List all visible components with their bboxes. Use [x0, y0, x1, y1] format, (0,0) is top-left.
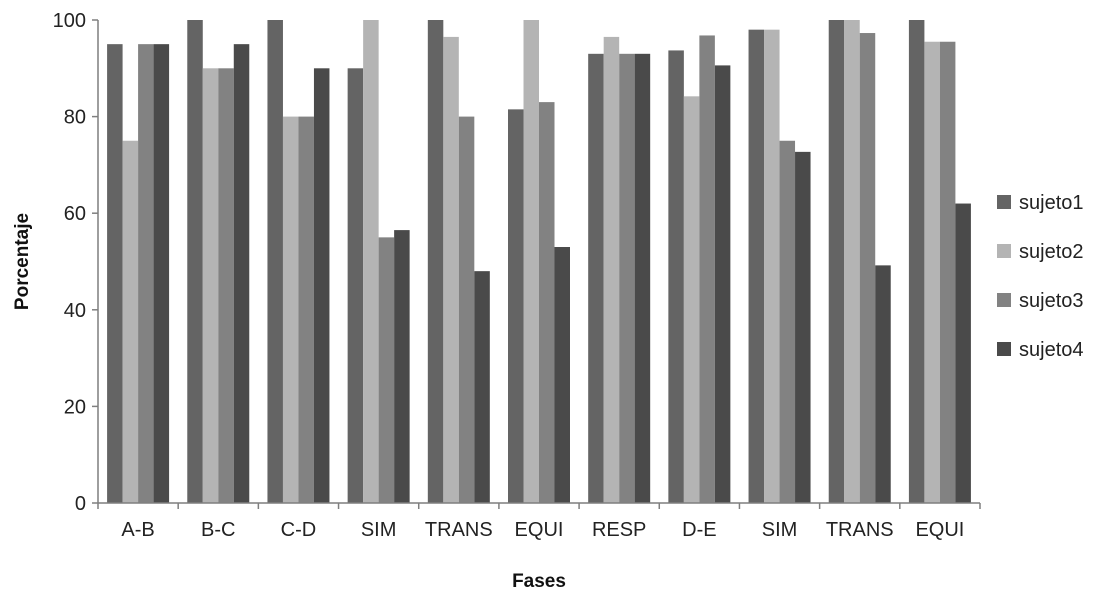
legend-swatch-sujeto2: [997, 244, 1011, 258]
legend-swatch-sujeto4: [997, 342, 1011, 356]
bar-sujeto3: [218, 68, 234, 504]
bar-sujeto2: [844, 20, 860, 503]
bar-sujeto4: [714, 65, 731, 503]
bar-sujeto1: [588, 53, 604, 504]
bar-sujeto3: [779, 140, 796, 503]
legend-label: sujeto1: [1019, 192, 1084, 214]
y-axis-title: Porcentaje: [12, 213, 33, 310]
bar-sujeto3: [539, 102, 555, 504]
bar-sujeto3: [378, 237, 395, 503]
x-tick-label: TRANS: [826, 519, 894, 541]
bar-sujeto3: [619, 53, 635, 504]
bar-sujeto3: [458, 116, 475, 503]
bar-sujeto1: [828, 20, 845, 503]
bar-sujeto4: [313, 68, 330, 504]
legend-swatch-sujeto1: [997, 195, 1011, 209]
axes-group: [97, 20, 980, 504]
y-tick-label: 0: [75, 493, 86, 515]
x-tick-label: EQUI: [515, 519, 564, 541]
bar-sujeto2: [764, 29, 780, 503]
x-tick-label: SIM: [762, 519, 798, 541]
y-tick-label: 20: [64, 396, 86, 418]
x-tick-label: C-D: [281, 519, 317, 541]
bar-sujeto2: [363, 20, 379, 503]
x-tick-label: RESP: [592, 519, 646, 541]
x-ticks-group: A-B B-C C-D SIM TRANS EQUI RESP D-E SIM TRANS EQUI: [97, 503, 981, 541]
bar-sujeto1: [427, 20, 444, 503]
bar-sujeto4: [634, 53, 651, 504]
bar-sujeto1: [347, 68, 364, 504]
x-tick-label: TRANS: [425, 519, 493, 541]
legend-label: sujeto4: [1019, 339, 1084, 361]
y-tick-label: 60: [64, 203, 86, 225]
bars-group: [107, 20, 971, 504]
bar-sujeto2: [523, 20, 539, 503]
x-axis-title: Fases: [512, 571, 566, 592]
bar-sujeto2: [603, 36, 620, 503]
bar-sujeto1: [187, 20, 203, 503]
bar-sujeto1: [908, 20, 925, 503]
bar-sujeto1: [668, 50, 684, 503]
bar-sujeto2: [924, 41, 940, 504]
bar-sujeto4: [554, 247, 570, 503]
x-tick-label: EQUI: [915, 519, 964, 541]
bar-sujeto3: [939, 41, 956, 504]
bar-sujeto4: [955, 203, 971, 504]
bar-sujeto4: [153, 44, 170, 504]
bar-sujeto4: [875, 265, 891, 503]
bar-sujeto2: [202, 68, 219, 504]
bar-sujeto2: [683, 96, 700, 504]
bar-sujeto2: [443, 36, 459, 503]
x-tick-label: B-C: [201, 519, 235, 541]
legend-label: sujeto3: [1019, 290, 1084, 312]
bar-sujeto2: [282, 116, 299, 503]
legend-label: sujeto2: [1019, 241, 1084, 263]
bar-sujeto2: [122, 140, 139, 503]
bar-sujeto1: [508, 109, 524, 503]
bar-sujeto4: [474, 271, 490, 503]
x-tick-label: A-B: [121, 519, 154, 541]
bar-sujeto3: [699, 35, 715, 504]
bar-sujeto3: [138, 44, 154, 504]
x-tick-label: D-E: [682, 519, 716, 541]
bar-sujeto4: [795, 151, 811, 503]
y-tick-label: 80: [64, 107, 86, 129]
legend-swatch-sujeto3: [997, 293, 1011, 307]
bar-sujeto3: [298, 116, 314, 503]
bar-sujeto3: [859, 33, 876, 503]
bar-sujeto1: [267, 20, 283, 503]
bar-sujeto4: [394, 230, 410, 504]
y-ticks-group: 0 20 40 60 80 100: [53, 10, 98, 515]
y-tick-label: 40: [64, 300, 86, 322]
x-tick-label: SIM: [361, 519, 397, 541]
bar-sujeto1: [748, 29, 765, 503]
bar-sujeto1: [107, 44, 123, 504]
legend: sujeto1 sujeto2 sujeto3 sujeto4: [997, 192, 1084, 361]
y-tick-label: 100: [53, 10, 86, 32]
bar-sujeto4: [233, 44, 250, 504]
